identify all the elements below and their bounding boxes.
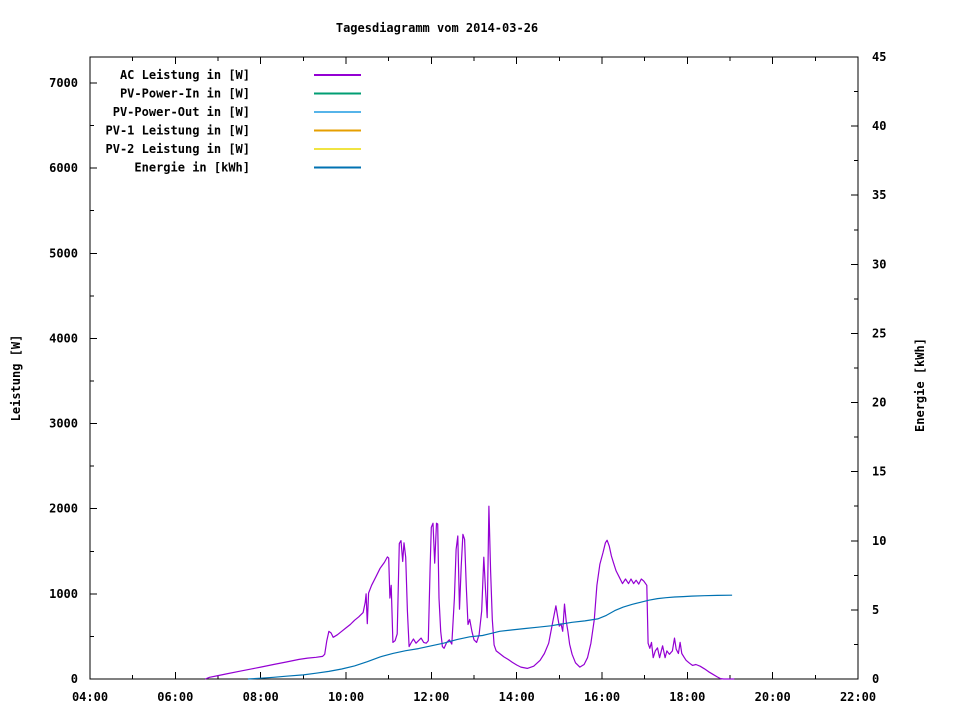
legend-label: PV-1 Leistung in [W] bbox=[106, 124, 251, 138]
y2-tick-label: 40 bbox=[872, 119, 886, 133]
y-tick-label: 1000 bbox=[49, 587, 78, 601]
chart-title: Tagesdiagramm vom 2014-03-26 bbox=[335, 21, 539, 35]
y-tick-label: 5000 bbox=[49, 246, 78, 260]
y-tick-label: 7000 bbox=[49, 76, 78, 90]
x-tick-label: 18:00 bbox=[669, 690, 705, 704]
tick-labels: 04:00 06:00 08:00 10:00 12:00 14:00 16:00 18:00… bbox=[49, 50, 886, 704]
y-tick-label: 0 bbox=[71, 672, 78, 686]
y2-tick-label: 20 bbox=[872, 396, 886, 410]
series-energie-line bbox=[247, 594, 733, 680]
y2-tick-label: 45 bbox=[872, 50, 886, 64]
x-tick-label: 14:00 bbox=[499, 690, 535, 704]
legend-label: AC Leistung in [W] bbox=[120, 68, 250, 82]
x-tick-label: 10:00 bbox=[328, 690, 364, 704]
x-tick-label: 22:00 bbox=[840, 690, 876, 704]
y-axis-ticks bbox=[90, 82, 97, 680]
x-tick-label: 06:00 bbox=[157, 690, 193, 704]
legend-label: PV-Power-In in [W] bbox=[120, 87, 250, 101]
y-tick-label: 4000 bbox=[49, 331, 78, 345]
x-tick-label: 20:00 bbox=[755, 690, 791, 704]
x-tick-label: 08:00 bbox=[243, 690, 279, 704]
y2-tick-label: 10 bbox=[872, 534, 886, 548]
y-tick-label: 3000 bbox=[49, 417, 78, 431]
y2-tick-label: 35 bbox=[872, 188, 886, 202]
x-tick-label: 12:00 bbox=[413, 690, 449, 704]
legend-label: Energie in [kWh] bbox=[134, 161, 250, 175]
y2-tick-label: 15 bbox=[872, 465, 886, 479]
legend-label: PV-Power-Out in [W] bbox=[113, 105, 250, 119]
legend: AC Leistung in [W] PV-Power-In in [W] PV-P… bbox=[106, 68, 361, 175]
y2-axis-ticks bbox=[851, 56, 858, 680]
legend-label: PV-2 Leistung in [W] bbox=[106, 142, 251, 156]
series-ac-line bbox=[204, 505, 735, 680]
x-tick-label: 04:00 bbox=[72, 690, 108, 704]
y2-tick-label: 5 bbox=[872, 603, 879, 617]
y-tick-label: 2000 bbox=[49, 502, 78, 516]
y2-tick-label: 0 bbox=[872, 672, 879, 686]
x-tick-label: 16:00 bbox=[584, 690, 620, 704]
y2-tick-label: 30 bbox=[872, 257, 886, 271]
y2-tick-label: 25 bbox=[872, 326, 886, 340]
y-tick-label: 6000 bbox=[49, 161, 78, 175]
